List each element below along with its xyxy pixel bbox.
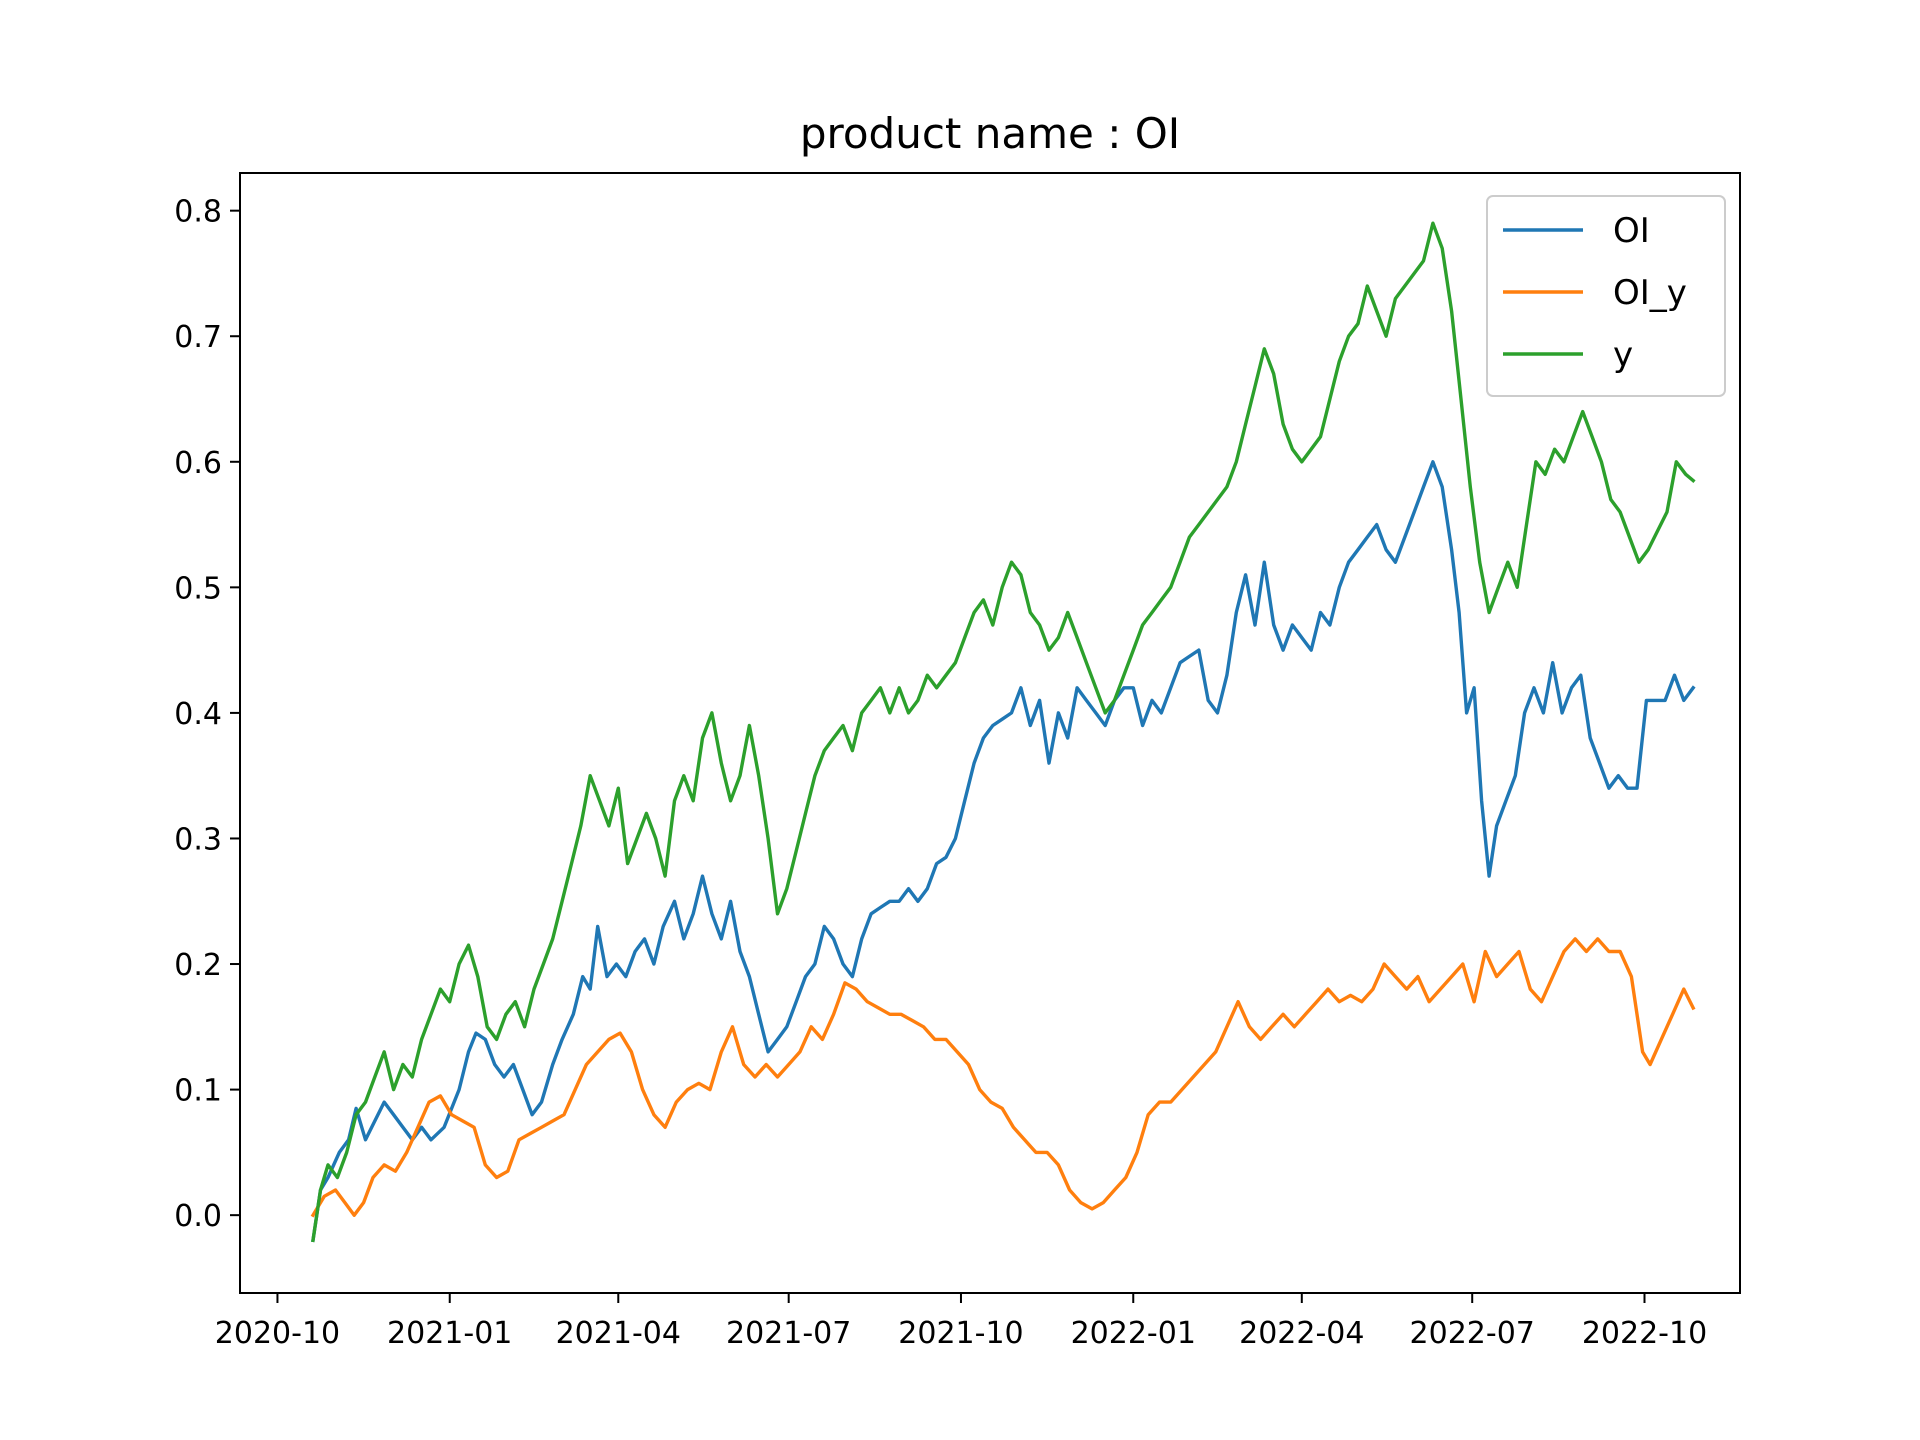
x-tick-label: 2021-07 [726,1316,851,1351]
series-line-oi-y [310,937,1696,1218]
y-axis: 0.0 0.1 0.2 0.3 0.4 0.5 0.6 0.7 0.8 [174,195,240,1234]
x-tick-label: 2022-07 [1410,1316,1535,1351]
x-tick-label: 2021-04 [556,1316,681,1351]
series-line-y [311,221,1696,1243]
x-tick-label: 2022-10 [1582,1316,1707,1351]
y-tick-label: 0.2 [174,948,222,983]
x-tick-label: 2021-10 [898,1316,1023,1351]
x-axis: 2020-10 2021-01 2021-04 2021-07 2021-10 2022-… [215,1293,1707,1351]
legend-label-y: y [1613,335,1633,375]
x-tick-label: 2020-10 [215,1316,340,1351]
series-line-oi [311,460,1696,1243]
y-tick-label: 0.7 [174,320,222,355]
y-tick-label: 0.5 [174,571,222,606]
legend-box [1486,195,1726,397]
legend: OI OI_yy [1486,195,1726,397]
y-tick-label: 0.4 [174,697,222,732]
x-tick-label: 2022-04 [1239,1316,1364,1351]
chart-title: product name : OI [800,109,1180,158]
y-tick-label: 0.0 [174,1199,222,1234]
x-tick-label: 2021-01 [387,1316,512,1351]
plot-frame [239,172,1741,1294]
y-tick-label: 0.3 [174,822,222,857]
series-layer [310,221,1696,1243]
y-tick-label: 0.8 [174,195,222,230]
x-tick-label: 2022-01 [1071,1316,1196,1351]
y-tick-label: 0.1 [174,1074,222,1109]
legend-label-oi-y: OI_y [1613,273,1687,313]
y-tick-label: 0.6 [174,446,222,481]
legend-label-oi: OI [1613,211,1650,251]
